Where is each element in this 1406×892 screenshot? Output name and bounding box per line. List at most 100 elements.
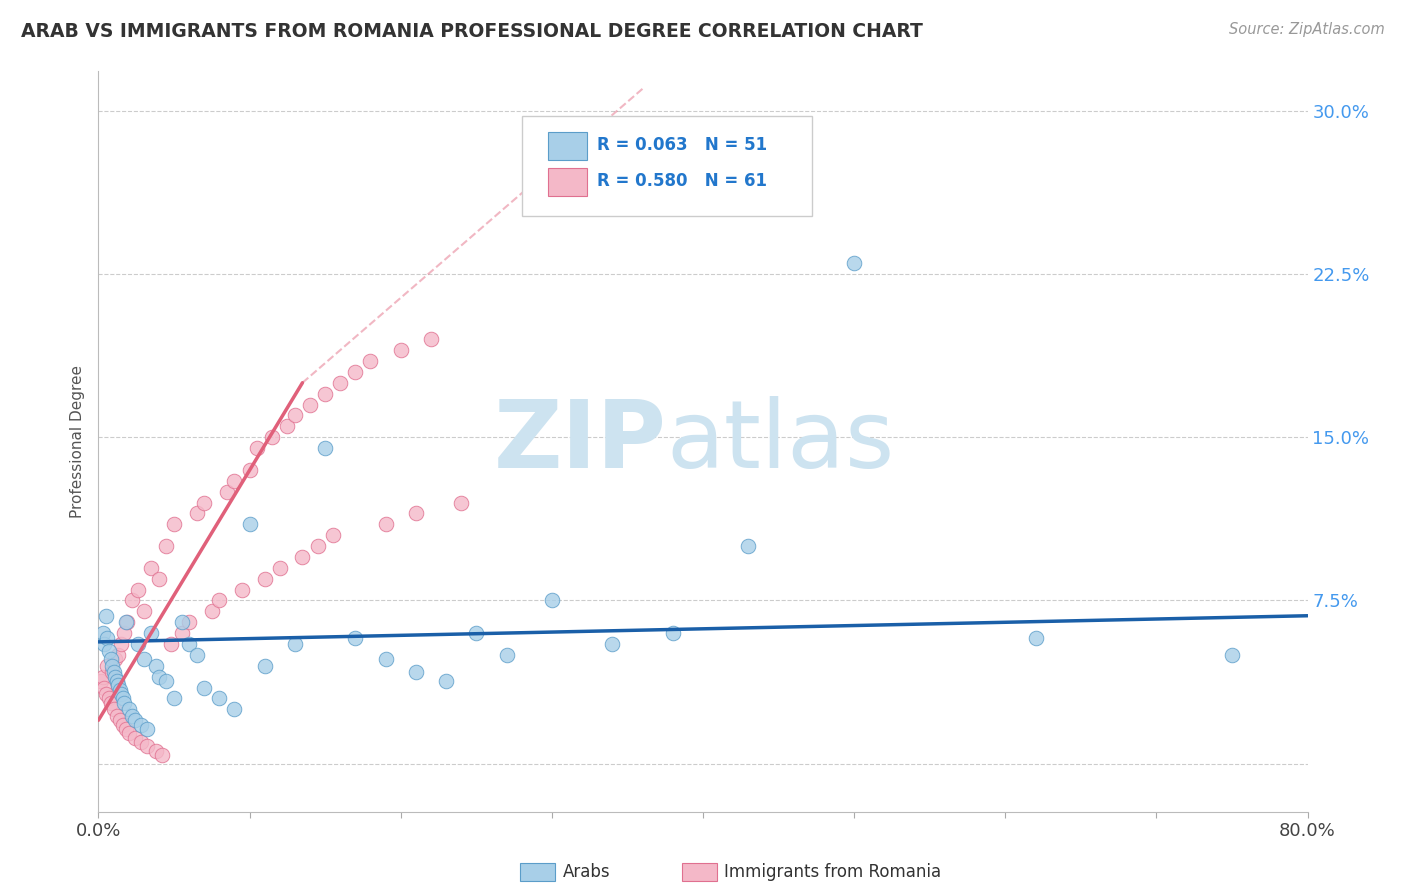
Point xyxy=(111,717,134,731)
Text: ARAB VS IMMIGRANTS FROM ROMANIA PROFESSIONAL DEGREE CORRELATION CHART: ARAB VS IMMIGRANTS FROM ROMANIA PROFESSI… xyxy=(21,22,922,41)
Point xyxy=(94,608,117,623)
Point xyxy=(239,463,262,477)
Point xyxy=(291,549,314,564)
Point xyxy=(374,517,396,532)
FancyBboxPatch shape xyxy=(548,132,586,161)
Point xyxy=(101,658,124,673)
Point xyxy=(118,726,141,740)
Point xyxy=(1024,631,1046,645)
Point xyxy=(96,658,118,673)
Point xyxy=(208,691,231,706)
Point xyxy=(96,631,118,645)
Text: Source: ZipAtlas.com: Source: ZipAtlas.com xyxy=(1229,22,1385,37)
Point xyxy=(105,709,128,723)
Point xyxy=(155,539,177,553)
Point xyxy=(314,386,336,401)
Point xyxy=(141,626,163,640)
Text: Immigrants from Romania: Immigrants from Romania xyxy=(724,863,941,881)
Point xyxy=(114,722,136,736)
Text: R = 0.063   N = 51: R = 0.063 N = 51 xyxy=(596,136,766,154)
Point xyxy=(193,495,215,509)
Point xyxy=(145,658,167,673)
Point xyxy=(420,332,443,346)
Point xyxy=(121,709,143,723)
Point xyxy=(129,735,152,749)
Point xyxy=(186,507,208,521)
Point xyxy=(253,572,276,586)
Point xyxy=(101,665,124,680)
Point xyxy=(284,637,307,651)
Point xyxy=(360,354,382,368)
Point xyxy=(540,593,562,607)
Point xyxy=(284,409,307,423)
FancyBboxPatch shape xyxy=(548,168,586,195)
Point xyxy=(170,615,193,630)
Point xyxy=(322,528,344,542)
Point xyxy=(737,539,759,553)
Point xyxy=(135,739,157,754)
Point xyxy=(148,670,170,684)
Point xyxy=(208,593,231,607)
Point xyxy=(495,648,517,662)
Point xyxy=(179,637,201,651)
Point xyxy=(132,652,155,666)
Point xyxy=(98,691,121,706)
Point xyxy=(224,702,246,716)
Point xyxy=(112,696,135,710)
Text: ZIP: ZIP xyxy=(494,395,666,488)
Point xyxy=(141,561,163,575)
Point xyxy=(314,441,336,455)
Point xyxy=(132,604,155,618)
Point xyxy=(104,652,127,666)
Point xyxy=(98,643,121,657)
Point xyxy=(465,626,488,640)
Point xyxy=(307,539,329,553)
Point xyxy=(844,256,866,270)
Point xyxy=(118,702,141,716)
Point xyxy=(105,674,128,689)
Text: R = 0.580   N = 61: R = 0.580 N = 61 xyxy=(596,172,766,190)
Point xyxy=(107,648,129,662)
Point xyxy=(103,702,125,716)
Point xyxy=(94,687,117,701)
Point xyxy=(124,731,146,745)
FancyBboxPatch shape xyxy=(522,116,811,216)
Point xyxy=(108,713,131,727)
Point xyxy=(127,637,149,651)
Point xyxy=(145,744,167,758)
Point xyxy=(163,517,186,532)
Point xyxy=(344,631,367,645)
Point xyxy=(100,696,122,710)
Point xyxy=(170,626,193,640)
Point xyxy=(276,419,298,434)
Point xyxy=(215,484,238,499)
Point xyxy=(104,670,127,684)
Point xyxy=(405,507,427,521)
Point xyxy=(93,681,115,695)
Point xyxy=(93,637,115,651)
Point xyxy=(112,626,135,640)
Point xyxy=(602,637,624,651)
Point xyxy=(121,593,143,607)
Point xyxy=(329,376,352,390)
Point xyxy=(193,681,215,695)
Point xyxy=(239,517,262,532)
Point xyxy=(114,615,136,630)
Point xyxy=(231,582,253,597)
Point xyxy=(91,626,114,640)
Point xyxy=(129,717,152,731)
Point xyxy=(1220,648,1243,662)
Y-axis label: Professional Degree: Professional Degree xyxy=(70,365,86,518)
Point xyxy=(90,674,112,689)
Point xyxy=(405,665,427,680)
Point xyxy=(103,665,125,680)
Point xyxy=(160,637,183,651)
Point xyxy=(100,652,122,666)
Point xyxy=(269,561,291,575)
Point xyxy=(201,604,224,618)
Point xyxy=(389,343,412,357)
Point xyxy=(110,637,132,651)
Point xyxy=(262,430,284,444)
Point xyxy=(163,691,186,706)
Point xyxy=(344,365,367,379)
